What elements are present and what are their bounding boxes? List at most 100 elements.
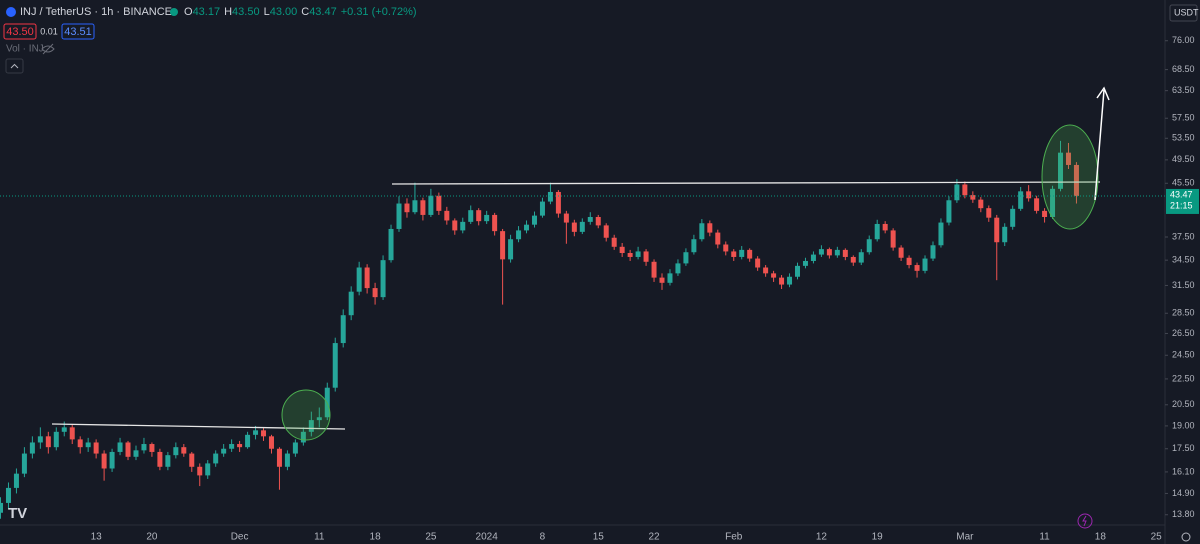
y-tick-label: 16.10 <box>1172 466 1195 476</box>
candle-body <box>826 249 832 256</box>
price-label-box <box>1166 188 1199 214</box>
candle-body <box>922 258 928 271</box>
candle-body <box>1050 188 1056 217</box>
candle-body <box>691 239 697 253</box>
candle-body <box>850 256 856 263</box>
candle-body <box>268 436 274 449</box>
y-tick-label: 34.50 <box>1172 255 1195 265</box>
candle-body <box>45 436 51 448</box>
currency[interactable]: USDT <box>1174 7 1199 17</box>
candle-body <box>77 439 83 448</box>
buy-price[interactable]: 43.51 <box>64 26 92 38</box>
y-tick-label: 28.50 <box>1172 308 1195 318</box>
candle-body <box>253 430 259 435</box>
candle-body <box>739 249 745 257</box>
ohlc: O43.17 H43.50 L43.00 C43.47 +0.31 (+0.72%) <box>184 6 417 18</box>
arrow <box>1094 86 1110 201</box>
candle-body <box>962 184 968 196</box>
settings-button[interactable] <box>1181 532 1191 542</box>
candle-body <box>308 420 314 432</box>
candle-body <box>245 434 251 448</box>
candle-body <box>779 277 785 285</box>
candle-body <box>938 222 944 246</box>
candle-body <box>667 273 673 283</box>
candle-body <box>659 277 665 283</box>
x-tick-label: 18 <box>370 532 382 543</box>
candle-body <box>189 453 195 467</box>
candle-body <box>292 442 298 454</box>
candle-body <box>69 427 75 440</box>
candle-body <box>627 253 633 257</box>
collapse-button[interactable] <box>5 58 24 74</box>
candle-body <box>396 203 402 229</box>
ohlc-key: O <box>184 6 193 18</box>
candle-body <box>603 225 609 238</box>
currency-button[interactable] <box>1169 4 1198 22</box>
candle-body <box>1042 210 1048 217</box>
candle-body <box>699 223 705 240</box>
y-tick-label: 17.50 <box>1172 443 1195 453</box>
candle-body <box>348 291 354 316</box>
candle-body <box>101 453 107 469</box>
ohlc-value: 43.47 <box>309 6 337 18</box>
x-tick-label: 19 <box>872 532 884 543</box>
candle-body <box>404 203 410 213</box>
candle-body <box>516 230 522 240</box>
sell-price[interactable]: 43.50 <box>6 26 34 38</box>
candle-body <box>994 217 1000 243</box>
x-tick-label: 2024 <box>476 532 499 543</box>
lightning-button[interactable] <box>1077 513 1093 529</box>
candle-body <box>723 244 729 252</box>
sell-button[interactable] <box>3 23 37 40</box>
candle-body <box>898 247 904 258</box>
candle-body <box>866 239 872 253</box>
candle-body <box>524 224 530 231</box>
candle-body <box>508 239 514 260</box>
candle-body <box>651 261 657 278</box>
y-tick-label: 49.50 <box>1172 154 1195 164</box>
x-tick-label: Feb <box>725 532 743 543</box>
candle-body <box>771 273 777 278</box>
candle-body <box>1034 198 1040 211</box>
buy-button[interactable] <box>61 23 95 40</box>
candle-body <box>53 431 59 448</box>
symbol: INJ / TetherUS · 1h · BINANCE <box>20 6 172 18</box>
candle-body <box>611 237 617 247</box>
candle-body <box>834 249 840 256</box>
y-tick-label: 19.00 <box>1172 420 1195 430</box>
y-tick-label: 76.00 <box>1172 35 1195 45</box>
candle-body <box>29 442 35 454</box>
y-tick-label: 37.50 <box>1172 231 1195 241</box>
candle-body <box>763 267 769 274</box>
ohlc-key: H <box>224 6 232 18</box>
candle-body <box>539 201 545 216</box>
candle-body <box>1026 191 1032 199</box>
candle-body <box>85 442 91 448</box>
candle-body <box>874 223 880 240</box>
hide-icon[interactable] <box>41 43 55 55</box>
candle-body <box>229 444 235 449</box>
x-tick-label: 11 <box>314 532 325 543</box>
x-tick-label: 18 <box>1095 532 1107 543</box>
resistance-line <box>51 423 346 430</box>
candle-body <box>261 430 267 437</box>
candle-body <box>117 442 123 452</box>
candle-body <box>986 208 992 218</box>
y-tick-label: 14.90 <box>1172 488 1195 498</box>
candle-body <box>492 214 498 232</box>
candle-body <box>906 257 912 266</box>
candle-body <box>747 249 753 259</box>
candle-body <box>476 210 482 222</box>
candle-body <box>587 216 593 222</box>
countdown: 21:15 <box>1170 200 1193 210</box>
candle-body <box>643 251 649 262</box>
candle-body <box>914 265 920 271</box>
candle-body <box>810 254 816 261</box>
candle-body <box>1010 208 1016 227</box>
candle-body <box>946 200 952 223</box>
candle-body <box>332 343 338 388</box>
candle-body <box>412 200 418 213</box>
y-tick-label: 20.50 <box>1172 399 1195 409</box>
candle-body <box>842 249 848 257</box>
